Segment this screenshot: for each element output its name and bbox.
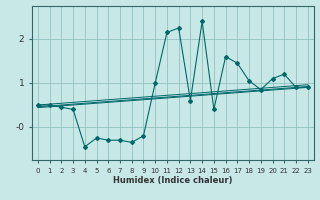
X-axis label: Humidex (Indice chaleur): Humidex (Indice chaleur) [113,176,233,185]
